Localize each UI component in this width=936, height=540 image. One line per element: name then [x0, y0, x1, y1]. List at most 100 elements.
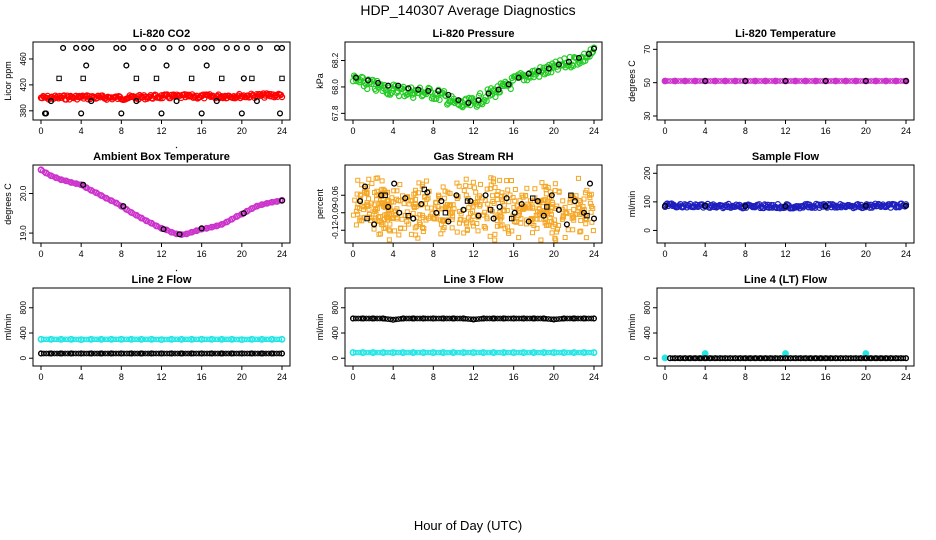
data-point	[513, 315, 520, 322]
data-point	[494, 349, 501, 356]
data-point	[172, 350, 178, 357]
data-point	[80, 75, 86, 82]
data-point	[508, 315, 514, 322]
data-point	[411, 203, 417, 209]
x-tick-label: 12	[468, 249, 478, 259]
stray-mark	[175, 146, 178, 149]
x-tick-label: 0	[662, 249, 667, 259]
data-point	[396, 232, 402, 238]
x-tick-label: 8	[431, 249, 436, 259]
data-point	[661, 77, 669, 85]
data-point	[429, 205, 435, 211]
data-point	[196, 350, 202, 357]
data-point	[547, 208, 553, 214]
data-point	[580, 209, 588, 216]
data-point	[222, 350, 229, 357]
data-point	[445, 218, 452, 225]
data-point	[559, 206, 565, 212]
data-point	[482, 209, 488, 215]
data-point	[503, 195, 510, 202]
data-point	[371, 226, 377, 232]
data-point	[131, 336, 138, 343]
data-point	[271, 350, 277, 357]
data-point	[671, 77, 679, 85]
data-point	[504, 208, 510, 214]
data-point	[355, 211, 361, 217]
y-tick-label: 400	[19, 326, 28, 340]
data-point	[404, 219, 410, 225]
data-point	[414, 315, 421, 322]
data-point	[795, 355, 802, 362]
data-point	[438, 231, 444, 237]
chart-panel: Sample Flow ml/min 0 4 8 12 16 20 24 0 100 200	[627, 151, 915, 259]
data-point	[430, 215, 436, 221]
data-point	[471, 185, 477, 191]
data-point	[433, 349, 439, 356]
data-point	[582, 190, 588, 196]
data-point	[115, 336, 122, 343]
data-point	[113, 44, 120, 51]
data-point	[138, 335, 145, 343]
data-point	[570, 227, 576, 233]
data-point	[782, 203, 789, 210]
data-point	[560, 349, 568, 356]
data-point	[387, 316, 394, 323]
data-point	[490, 315, 497, 322]
data-point	[410, 94, 417, 101]
data-point	[488, 175, 494, 181]
data-point	[724, 355, 731, 362]
data-point	[464, 198, 471, 204]
data-point	[369, 181, 375, 187]
data-point	[375, 79, 382, 87]
data-point	[524, 315, 530, 322]
data-point	[387, 228, 393, 234]
x-tick-label: 24	[589, 126, 599, 136]
data-point	[121, 336, 127, 343]
data-point	[423, 178, 429, 184]
data-point	[418, 200, 425, 208]
data-point	[414, 215, 420, 221]
data-point	[67, 335, 75, 343]
data-point	[590, 215, 598, 222]
data-point	[212, 336, 218, 343]
data-point	[420, 315, 427, 322]
data-point	[473, 316, 480, 323]
y-tick-label: 0	[331, 355, 340, 360]
data-point	[353, 208, 359, 214]
data-point	[102, 350, 109, 357]
data-point	[374, 196, 380, 202]
data-point	[513, 349, 520, 356]
data-point	[518, 200, 525, 208]
data-point	[537, 216, 543, 222]
data-point	[70, 350, 76, 357]
data-point	[433, 315, 439, 322]
data-point	[228, 215, 236, 223]
data-point	[468, 210, 474, 216]
data-point	[512, 186, 518, 192]
data-point	[112, 199, 120, 207]
y-tick-label: -0.09	[331, 203, 340, 222]
plot-area	[37, 335, 286, 357]
data-point	[440, 227, 446, 233]
data-point	[190, 350, 197, 357]
data-point	[248, 350, 255, 357]
data-point	[117, 202, 125, 210]
data-point	[389, 199, 395, 205]
x-tick-label: 12	[468, 126, 478, 136]
data-point	[148, 219, 155, 227]
data-point	[544, 204, 550, 210]
data-point	[352, 197, 358, 203]
data-point	[490, 87, 497, 95]
data-point	[98, 350, 105, 357]
data-point	[524, 185, 530, 191]
data-point	[470, 220, 476, 226]
data-point	[569, 215, 575, 221]
data-point	[567, 315, 573, 322]
data-point	[47, 98, 55, 105]
data-point	[278, 93, 286, 101]
data-point	[450, 214, 456, 220]
data-point	[855, 355, 862, 362]
data-point	[379, 178, 385, 184]
data-point	[511, 209, 518, 216]
